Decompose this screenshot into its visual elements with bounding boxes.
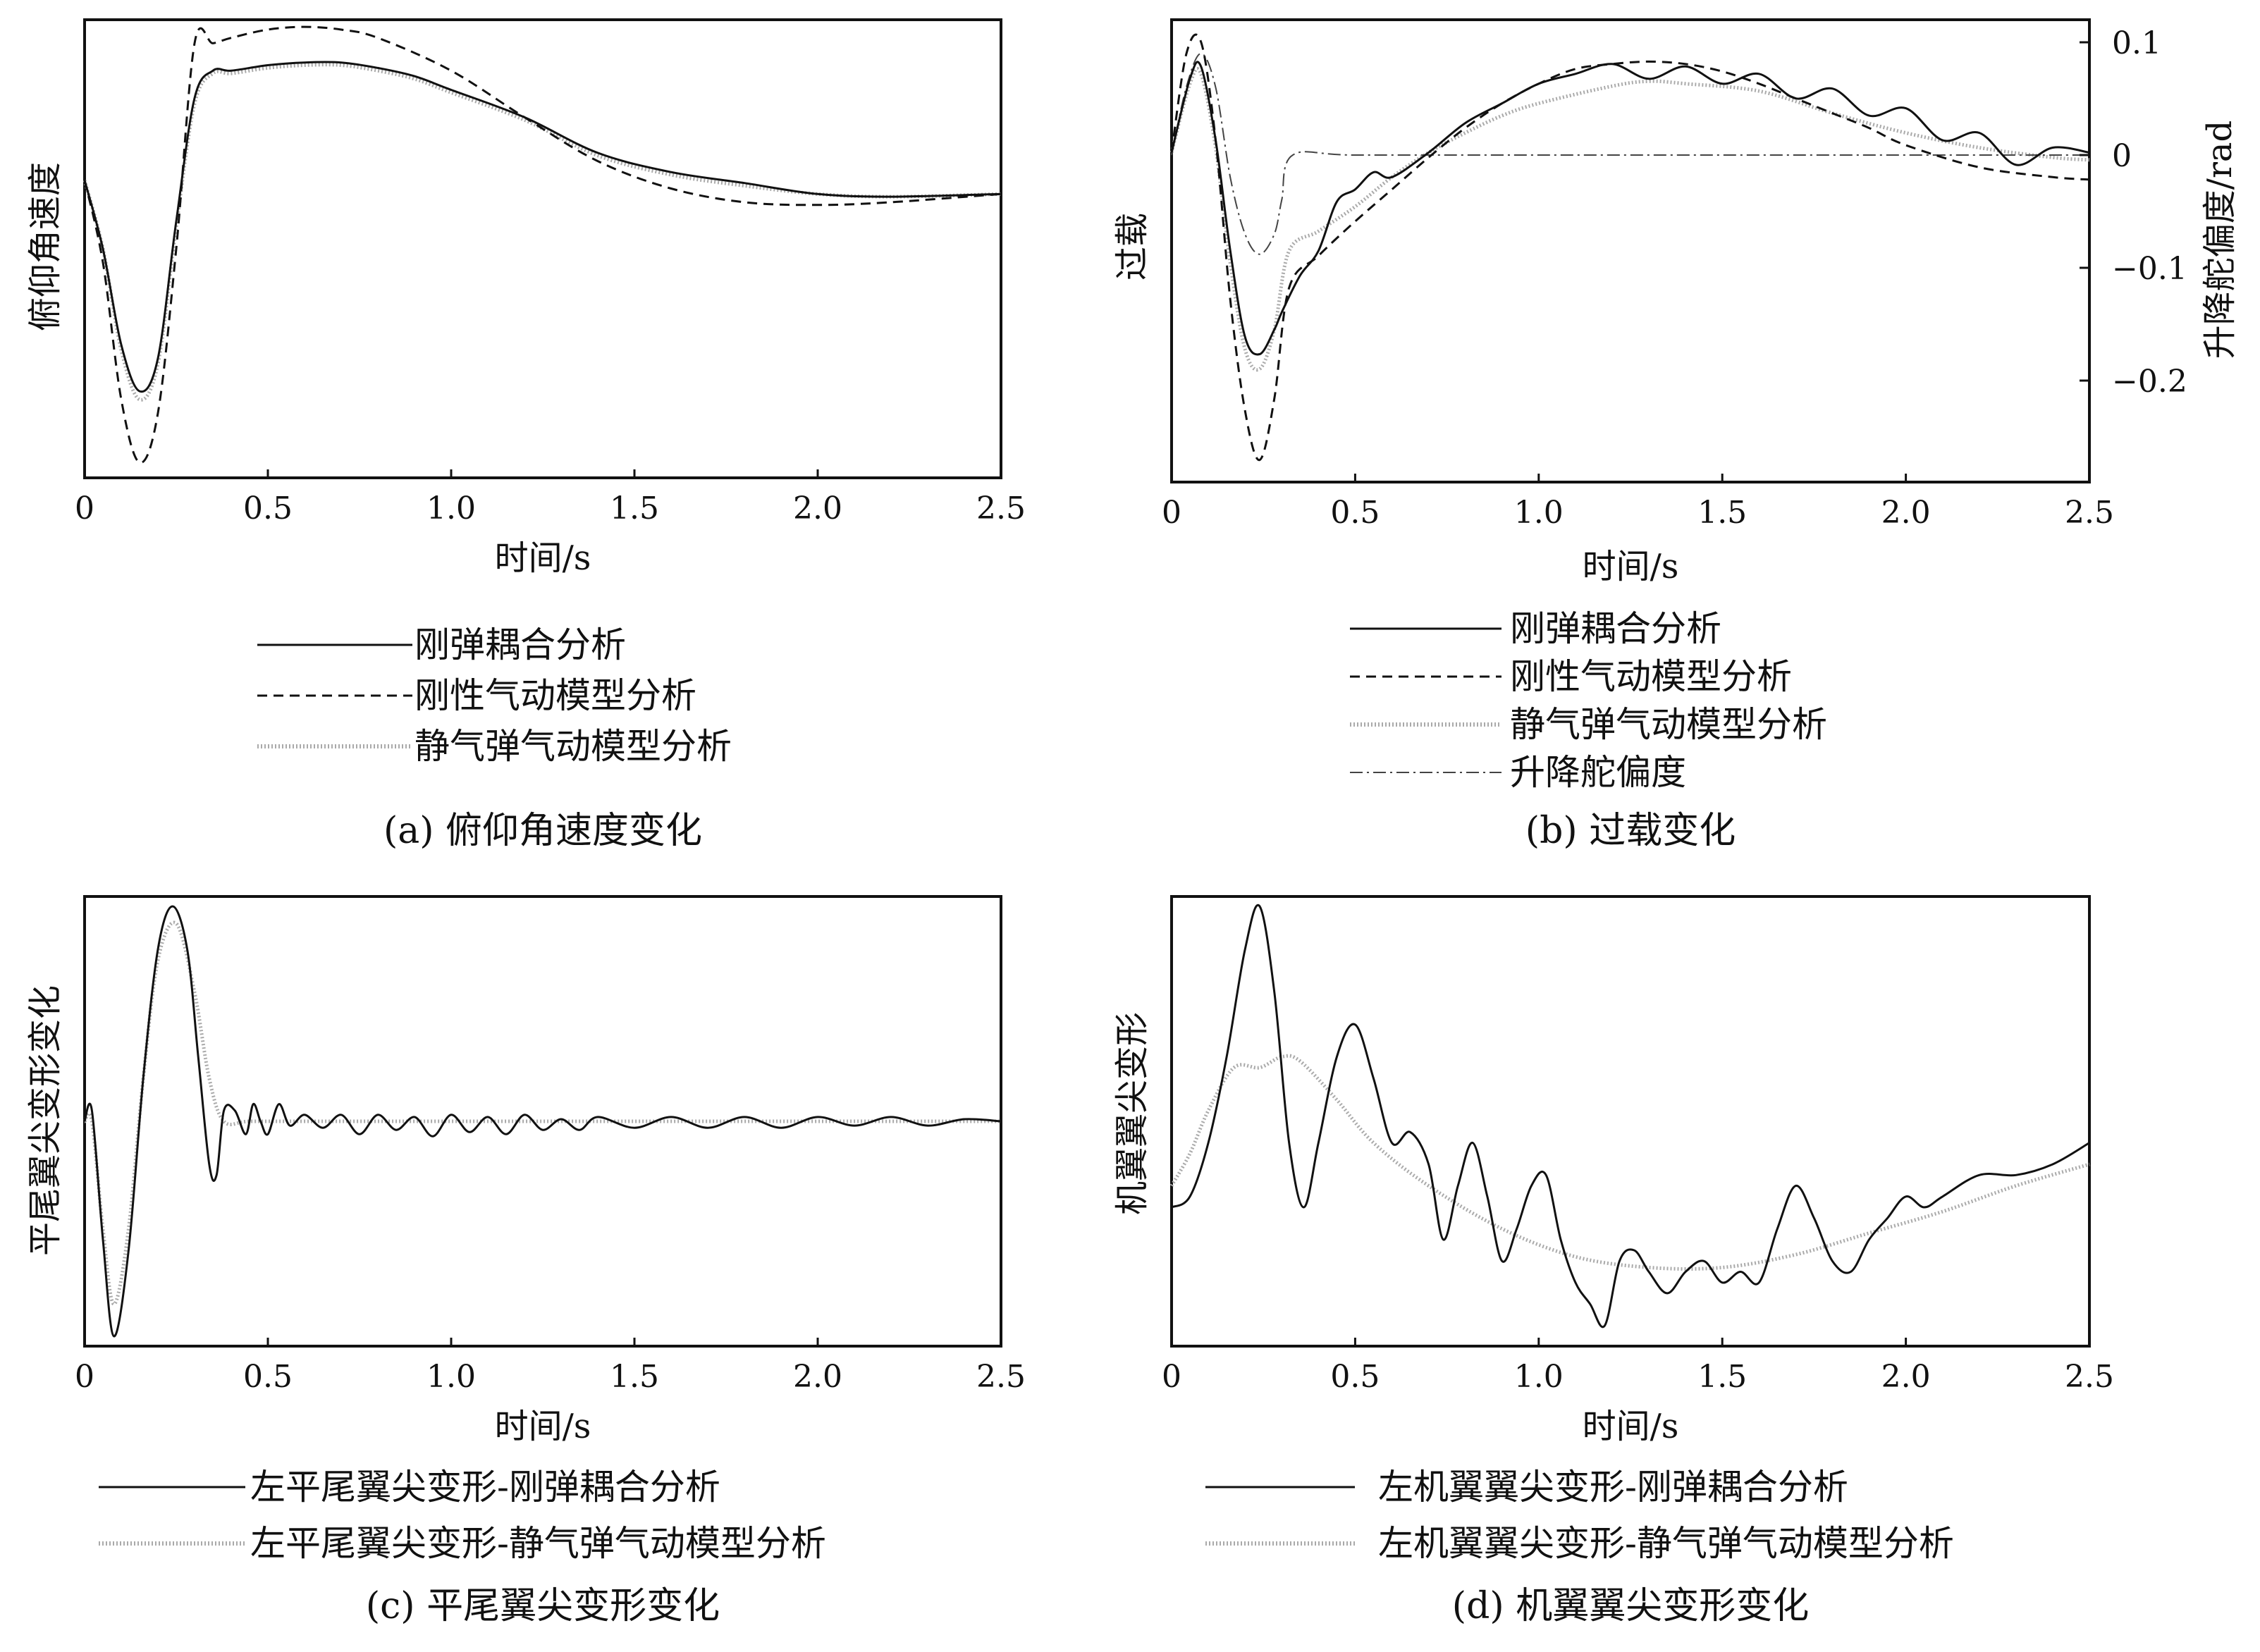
y2-tick-label: −0.2 [2112,364,2187,400]
series-line-a-2 [82,63,1002,402]
panel-c-xlabel: 时间/s [495,1407,591,1446]
panel-b-xlabel: 时间/s [1583,547,1679,586]
panel-b-frame [1170,18,2091,483]
panel-a-legend: 刚弹耦合分析 刚性气动模型分析 静气弹气动模型分析 [257,624,732,767]
series-line-d-0 [1171,904,2090,1329]
x-tick-label: 2.0 [793,491,842,526]
legend-label: 左平尾翼尖变形-静气弹气动模型分析 [250,1523,826,1564]
legend-label: 升降舵偏度 [1510,752,1686,793]
series-line-d-1 [1169,1054,2090,1271]
x-tick-label: 2.5 [2065,1359,2114,1395]
x-tick-label: 1.0 [426,1359,476,1395]
panel-b-ylabel: 过载 [1112,213,1152,281]
series-line-a-1 [83,25,1002,464]
series-line-c-0 [83,905,1002,1338]
x-tick-label: 1.5 [610,491,659,526]
x-tick-label: 0 [1162,1359,1181,1395]
x-tick-label: 2.5 [976,1359,1026,1395]
panel-d-legend: 左机翼翼尖变形-刚弹耦合分析 左机翼翼尖变形-静气弹气动模型分析 [1205,1467,1954,1564]
panel-d: 0 0.5 1.0 1.5 2.0 2.5 时间/s 机翼翼尖变形 左机翼翼尖变形-刚弹耦… [1112,895,2114,1627]
x-tick-label: 2.0 [1881,1359,1931,1395]
x-tick-label: 0.5 [1330,1359,1380,1395]
panel-c-legend: 左平尾翼尖变形-刚弹耦合分析 左平尾翼尖变形-静气弹气动模型分析 [99,1467,826,1564]
panel-c: 0 0.5 1.0 1.5 2.0 2.5 时间/s 平尾翼尖变形变化 左平尾翼尖变形-刚… [25,895,1026,1627]
x-tick-label: 1.0 [426,491,476,526]
panel-a-plot [82,25,1002,464]
legend-label: 刚性气动模型分析 [414,675,696,716]
panel-a: 0 0.5 1.0 1.5 2.0 2.5 时间/s 俯仰角速度 刚弹耦合分析 刚性气动模… [25,18,1026,852]
panel-b-legend: 刚弹耦合分析 刚性气动模型分析 静气弹气动模型分析 升降舵偏度 [1350,608,1827,793]
panel-b-xticks: 0 0.5 1.0 1.5 2.0 2.5 [1162,474,2114,531]
legend-label: 刚性气动模型分析 [1510,656,1792,697]
legend-label: 左机翼翼尖变形-刚弹耦合分析 [1378,1467,1848,1508]
x-tick-label: 0.5 [243,491,293,526]
x-tick-label: 1.0 [1514,495,1564,531]
y2-tick-label: 0.1 [2112,25,2161,61]
x-tick-label: 2.5 [2065,495,2114,531]
panel-c-caption: (c) 平尾翼尖变形变化 [366,1585,720,1627]
panel-a-xlabel: 时间/s [495,538,591,578]
x-tick-label: 0 [75,491,94,526]
x-tick-label: 1.5 [610,1359,659,1395]
x-tick-label: 2.5 [976,491,1026,526]
panel-a-caption: (a) 俯仰角速度变化 [383,810,702,852]
series-line-b-0 [1170,61,2090,356]
y2-tick-label: −0.1 [2112,251,2187,287]
legend-label: 静气弹气动模型分析 [414,726,732,767]
panel-d-ylabel: 机翼翼尖变形 [1112,1012,1152,1215]
legend-label: 刚弹耦合分析 [414,624,626,665]
panel-d-frame [1170,895,2091,1348]
x-tick-label: 0.5 [243,1359,293,1395]
legend-label: 左平尾翼尖变形-刚弹耦合分析 [250,1467,720,1508]
panel-b-caption: (b) 过载变化 [1525,810,1736,852]
x-tick-label: 1.0 [1514,1359,1564,1395]
x-tick-label: 1.5 [1697,495,1747,531]
y2-tick-label: 0 [2112,138,2132,174]
series-line-a-0 [83,61,1002,393]
panel-c-xticks: 0 0.5 1.0 1.5 2.0 2.5 [75,1338,1026,1395]
x-tick-label: 0 [1162,495,1181,531]
series-line-c-1 [82,920,1001,1306]
series-line-b-1 [1170,33,2090,462]
panel-a-ylabel: 俯仰角速度 [25,162,65,331]
x-tick-label: 2.0 [1881,495,1931,531]
legend-label: 左机翼翼尖变形-静气弹气动模型分析 [1378,1523,1954,1564]
panel-b-y2label: 升降舵偏度/rad [2200,121,2240,359]
panel-b: 0 0.5 1.0 1.5 2.0 2.5 0.1 0 −0.1 −0.2 时间/s 过载 升降… [1112,18,2240,852]
x-tick-label: 0 [75,1359,94,1395]
panel-c-plot [82,905,1002,1338]
panel-b-plot [1169,33,2090,462]
panel-b-y2ticks: 0.1 0 −0.1 −0.2 [2080,25,2187,400]
x-tick-label: 0.5 [1330,495,1380,531]
series-line-b-2 [1169,67,2090,372]
panel-a-xticks: 0 0.5 1.0 1.5 2.0 2.5 [75,469,1026,526]
series-line-b-3 [1171,53,2089,255]
panel-d-xticks: 0 0.5 1.0 1.5 2.0 2.5 [1162,1338,2114,1395]
panel-a-frame [83,18,1002,479]
x-tick-label: 2.0 [793,1359,842,1395]
x-tick-label: 1.5 [1697,1359,1747,1395]
panel-d-plot [1169,904,2090,1329]
legend-label: 静气弹气动模型分析 [1510,704,1827,745]
panel-c-ylabel: 平尾翼尖变形变化 [25,985,65,1256]
legend-label: 刚弹耦合分析 [1510,608,1721,649]
panel-d-xlabel: 时间/s [1583,1407,1679,1446]
panel-d-caption: (d) 机翼翼尖变形变化 [1452,1585,1809,1627]
